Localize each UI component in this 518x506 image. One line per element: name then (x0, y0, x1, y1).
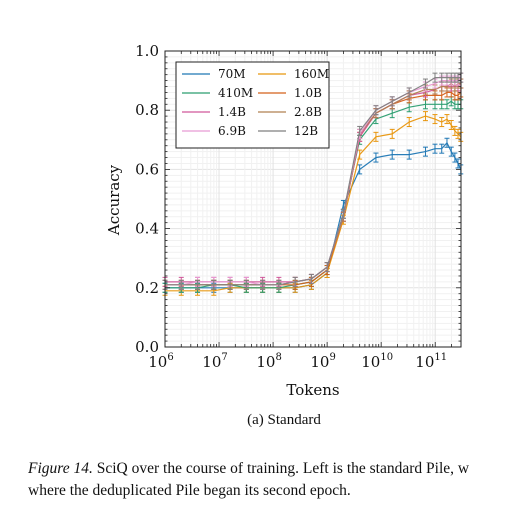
legend-label: 1.4B (218, 105, 246, 119)
y-tick-label: 0.8 (135, 101, 159, 119)
series-70m (162, 137, 464, 293)
x-tick-exponent: 9 (329, 352, 335, 363)
y-axis-label: Accuracy (105, 164, 123, 236)
x-tick-exponent: 10 (380, 352, 393, 363)
series-line (165, 115, 462, 292)
x-tick-label: 1011 (415, 352, 447, 371)
series-lines (162, 72, 464, 296)
legend-label: 160M (294, 67, 329, 81)
figure-caption: Figure 14. SciQ over the course of train… (28, 458, 508, 502)
x-tick-label: 107 (202, 352, 227, 371)
x-tick-exponent: 7 (221, 352, 227, 363)
series-line (165, 76, 461, 286)
figure-label: Figure 14. (28, 460, 93, 477)
x-axis-label: Tokens (286, 381, 339, 399)
caption-text-1: SciQ over the course of training. Left i… (92, 460, 470, 477)
x-tick-label: 106 (148, 352, 173, 371)
y-tick-label: 0.2 (135, 279, 159, 297)
y-tick-label: 0.0 (135, 338, 159, 356)
y-tick-label: 0.6 (135, 160, 159, 178)
legend-label: 6.9B (218, 124, 246, 138)
x-tick-exponent: 8 (275, 352, 281, 363)
series-line (165, 141, 462, 289)
legend-label: 1.0B (294, 86, 322, 100)
x-tick-label: 1010 (361, 352, 393, 371)
legend-label: 2.8B (294, 105, 322, 119)
x-tick-label: 109 (310, 352, 335, 371)
x-tick-exponent: 6 (167, 352, 173, 363)
y-tick-label: 1.0 (135, 42, 159, 60)
legend-label: 70M (218, 67, 246, 81)
caption-line-2: where the deduplicated Pile began its se… (28, 482, 351, 499)
subcaption: (a) Standard (247, 412, 321, 428)
legend-label: 410M (218, 86, 253, 100)
legend-label: 12B (294, 124, 318, 138)
x-tick-exponent: 11 (434, 352, 447, 363)
legend: 70M 160M 410M 1.0B 1.4B 2.8B 6.9B 12B (175, 61, 330, 149)
caption-line-1: Figure 14. SciQ over the course of train… (28, 458, 508, 480)
x-tick-label: 108 (256, 352, 281, 371)
legend-box (175, 61, 330, 149)
y-tick-label: 0.4 (135, 220, 159, 238)
